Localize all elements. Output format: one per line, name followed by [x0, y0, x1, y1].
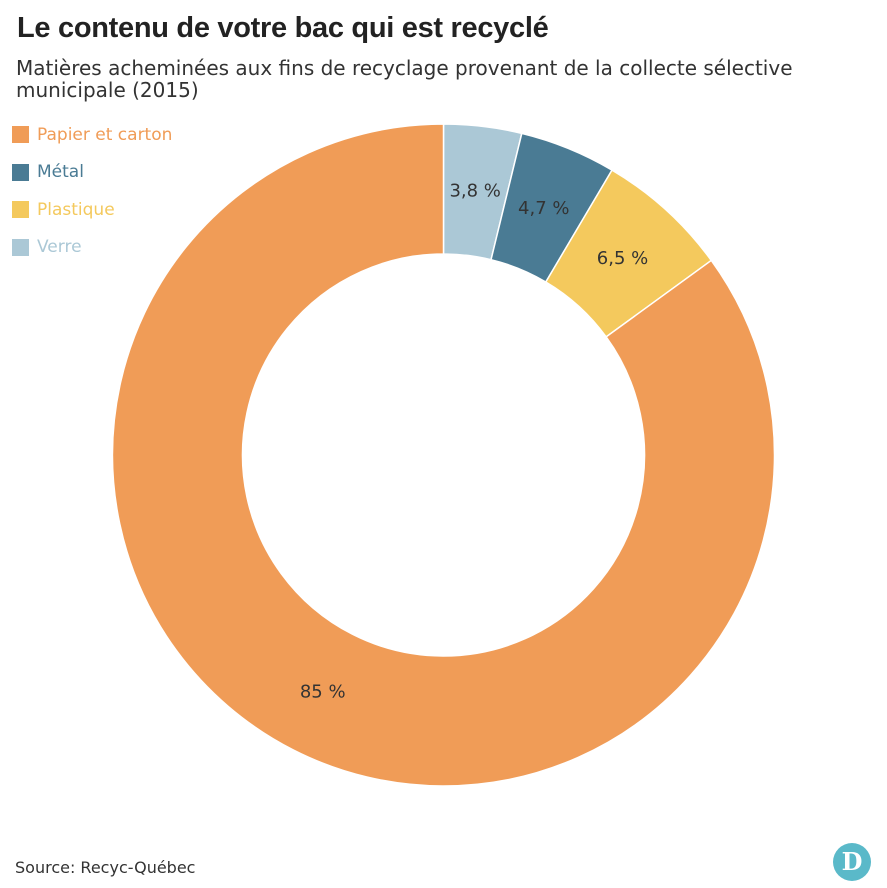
legend-swatch	[12, 163, 29, 181]
logo-letter: D	[841, 847, 863, 876]
slice-papier-et-carton	[111, 123, 776, 787]
legend-label: Métal	[37, 162, 84, 183]
legend-label: Plastique	[37, 199, 115, 220]
slice-label: 4,7 %	[518, 198, 569, 219]
legend-swatch	[12, 201, 29, 219]
legend: Papier et carton Métal Plastique Verre	[12, 116, 172, 266]
legend-swatch	[12, 126, 29, 144]
legend-item: Verre	[12, 229, 172, 267]
source-note: Source: Recyc-Québec	[15, 858, 196, 877]
legend-swatch	[12, 238, 29, 256]
legend-label: Papier et carton	[37, 124, 173, 145]
legend-item: Métal	[12, 154, 172, 192]
publisher-logo: D	[833, 843, 871, 881]
chart-title: Le contenu de votre bac qui est recyclé	[17, 12, 549, 44]
slice-label: 85 %	[300, 682, 346, 703]
legend-item: Plastique	[12, 191, 172, 229]
slice-label: 3,8 %	[449, 180, 500, 201]
legend-item: Papier et carton	[12, 116, 172, 154]
slice-label: 6,5 %	[597, 248, 648, 269]
legend-label: Verre	[37, 237, 82, 258]
chart-subtitle: Matières acheminées aux fins de recyclag…	[16, 56, 793, 102]
